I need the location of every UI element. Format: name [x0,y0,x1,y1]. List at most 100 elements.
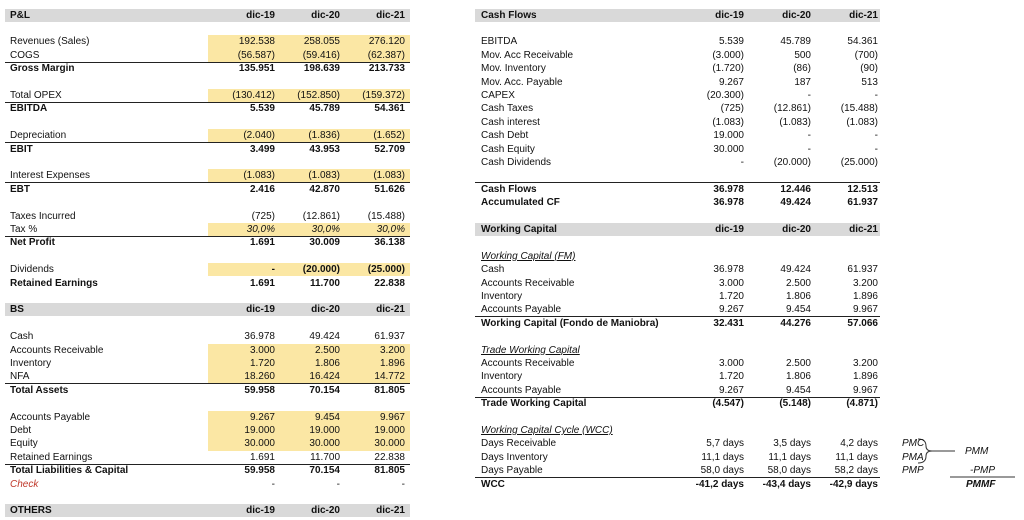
row-label: Working Capital (Fondo de Maniobra) [481,317,659,329]
row-label: Dividends [10,264,54,276]
column-header: dic-20 [782,9,811,21]
row-label: Depreciation [10,130,67,142]
highlight [208,129,410,143]
section-title: BS [10,304,24,316]
row-label: Cash Debt [481,130,529,142]
row-label: Mov. Inventory [481,63,546,75]
cell-value: (12.861) [773,103,811,115]
row-label: Total Assets [10,384,69,396]
cell-value: 1.896 [852,290,878,302]
cell-value: 59.958 [244,465,275,477]
cell-value: 36.978 [713,264,744,276]
cell-value: (725) [720,103,744,115]
column-header: dic-19 [246,304,275,316]
cell-value: 258.055 [303,36,340,48]
cell-value: 16.424 [309,371,340,383]
cell-value: 81.805 [374,384,405,396]
cell-value: 192.538 [238,36,275,48]
cell-value: 54.361 [374,103,405,115]
cell-value: (20.000) [773,156,811,168]
cell-value: 9.454 [314,411,340,423]
cell-value: -43,4 days [762,478,811,490]
cell-value: - [401,478,405,490]
row-label: Revenues (Sales) [10,36,90,48]
cell-value: 58,2 days [834,465,878,477]
cell-value: (1.652) [373,130,405,142]
cell-value: 49.424 [780,264,811,276]
cell-value: 1.720 [718,371,744,383]
cell-value: (15.488) [840,103,878,115]
cell-value: 30.009 [309,237,340,249]
total-line [5,61,410,63]
cell-value: 30,0% [311,223,340,235]
total-line [5,463,410,465]
total-line [5,142,410,143]
row-label: Taxes Incurred [10,210,76,222]
cell-value: 54.361 [847,36,878,48]
cell-value: (12.861) [302,210,340,222]
cell-value: (2.040) [243,130,275,142]
group-title: Working Capital (FM) [481,250,576,262]
cell-value: 44.276 [780,317,811,329]
row-label: Cash Dividends [481,156,552,168]
group-title: Trade Working Capital [481,344,580,356]
cell-value: 30,0% [376,223,405,235]
row-label: Check [10,478,39,490]
column-header: dic-20 [311,9,340,21]
highlight [208,169,410,183]
total-line [475,316,880,318]
cell-value: -41,2 days [695,478,744,490]
cell-value: 513 [861,76,878,88]
cell-value: (700) [854,49,878,61]
cell-value: (3.000) [712,49,744,61]
cell-value: - [271,264,275,276]
row-label: Accumulated CF [481,197,560,209]
row-label: Accounts Receivable [481,277,575,289]
cell-value: 81.805 [374,465,405,477]
row-label: WCC [481,478,505,490]
column-header: dic-19 [715,9,744,21]
cell-value: 11,1 days [768,451,811,463]
row-label: Total Liabilities & Capital [10,465,129,477]
column-header: dic-21 [376,304,405,316]
cell-value: (86) [793,63,811,75]
cell-value: 70.154 [309,384,340,396]
cell-value: 45.789 [309,103,340,115]
cell-value: 49.424 [309,331,340,343]
cell-value: - [807,89,811,101]
cell-value: 45.789 [780,36,811,48]
cell-value: 36.978 [713,183,744,195]
cell-value: 11.700 [309,277,340,289]
cell-value: (25.000) [367,264,405,276]
row-label: Accounts Payable [481,384,562,396]
cell-value: 2.500 [785,357,811,369]
cycle-label: PMP [902,465,924,477]
cycle-label: PMA [902,451,924,463]
cell-value: 1.806 [785,371,811,383]
row-label: Inventory [10,357,52,369]
cell-value: 30.000 [374,438,405,450]
cell-value: 9.967 [379,411,405,423]
cell-value: 30.000 [244,438,275,450]
column-header: dic-21 [849,9,878,21]
column-header: dic-21 [376,9,405,21]
column-header: dic-21 [376,505,405,517]
cell-value: -42,9 days [829,478,878,490]
row-label: EBITDA [10,103,48,115]
cell-value: (1.083) [779,116,811,128]
cell-value: 42.870 [309,183,340,195]
row-label: Days Receivable [481,438,557,450]
cell-value: 3.200 [379,344,405,356]
column-header: dic-21 [849,223,878,235]
row-label: Mov. Acc. Payable [481,76,563,88]
cell-value: (20.300) [706,89,744,101]
row-label: COGS [10,49,40,61]
cell-value: 1.896 [379,357,405,369]
row-label: Equity [10,438,38,450]
cell-value: (1.720) [712,63,744,75]
row-label: Gross Margin [10,63,75,75]
cell-value: 9.454 [785,384,811,396]
cell-value: (25.000) [840,156,878,168]
pmmf-label: PMMF [966,478,996,490]
highlight [208,35,410,49]
